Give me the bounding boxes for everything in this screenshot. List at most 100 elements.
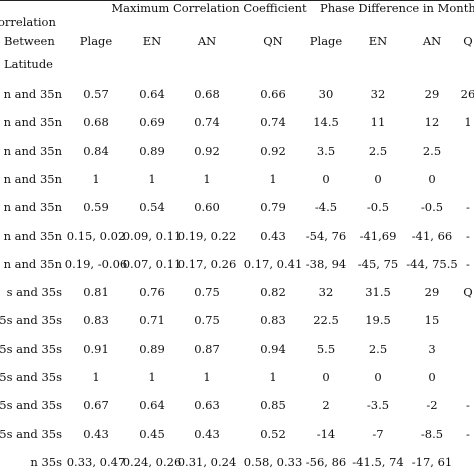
table-cell: 0.15, 0.02 <box>66 229 126 243</box>
table-cell: 1 <box>269 172 277 186</box>
table-cell: 0.74 <box>260 115 286 129</box>
table-cell: 30 <box>318 87 334 101</box>
table-cell: 29 <box>424 87 440 101</box>
table-cell: -14 <box>316 427 336 441</box>
table-cell: 1 <box>92 172 100 186</box>
table-cell: 14.5 <box>313 115 339 129</box>
table-cell: -8.5 <box>420 427 444 441</box>
table-cell: - <box>466 257 470 271</box>
table-cell: 0 <box>374 370 382 384</box>
table-cell: 29 <box>424 285 440 299</box>
table-cell: -2 <box>426 398 438 412</box>
table-cell: 0.81 <box>83 285 109 299</box>
table-cell: 0.43 <box>194 427 220 441</box>
table-cell: 0.94 <box>260 342 286 356</box>
table-cell: 32 <box>370 87 386 101</box>
table-cell: 1 <box>203 172 211 186</box>
table-cell: 0.19, -0.06 <box>64 257 128 271</box>
table-cell: 3 <box>428 342 436 356</box>
table-cell: -54, 76 <box>305 229 347 243</box>
table-cell: - <box>466 229 470 243</box>
table-cell: -17, 61 <box>411 455 453 469</box>
table-cell: 0.71 <box>139 313 165 327</box>
row-label: n and 35n <box>3 144 62 158</box>
table-cell: 0.33, 0.47 <box>66 455 126 469</box>
header-group-phase-difference: Phase Difference in Months <box>320 1 474 15</box>
table-cell: 0.24, 0.26 <box>122 455 182 469</box>
table-cell: 32 <box>318 285 334 299</box>
table-cell: 0.66 <box>260 87 286 101</box>
table-cell: 0 <box>428 172 436 186</box>
column-header: Q <box>463 34 473 48</box>
row-label: n 35s <box>30 455 62 469</box>
table-cell: 11 <box>370 115 386 129</box>
row-label: 5s and 35s <box>0 342 62 356</box>
table-cell: 2 <box>322 398 330 412</box>
table-cell: 0.17, 0.26 <box>177 257 237 271</box>
table-cell: 0.75 <box>194 285 220 299</box>
table-cell: 0.68 <box>83 115 109 129</box>
table-cell: 0.31, 0.24 <box>177 455 237 469</box>
table-cell: 0.64 <box>139 398 165 412</box>
table-cell: 1 <box>148 370 156 384</box>
stub-header-line: orrelation <box>0 15 56 29</box>
table-cell: 0.54 <box>139 200 165 214</box>
column-header: AN <box>422 34 442 48</box>
stub-header-line: Latitude <box>4 57 53 71</box>
table-cell: -0.5 <box>420 200 444 214</box>
table-cell: 0.69 <box>139 115 165 129</box>
table-cell: -7 <box>372 427 384 441</box>
table-cell: 26 <box>460 87 474 101</box>
table-cell: 0 <box>322 172 330 186</box>
table-cell: 1 <box>148 172 156 186</box>
table-cell: -0.5 <box>366 200 390 214</box>
table-cell: -38, 94 <box>305 257 347 271</box>
table-cell: -41, 66 <box>411 229 453 243</box>
table-cell: 0 <box>374 172 382 186</box>
table-cell: 0.84 <box>83 144 109 158</box>
table-cell: Q <box>463 285 473 299</box>
table-cell: -41,69 <box>359 229 397 243</box>
table-cell: 0.83 <box>260 313 286 327</box>
table-cell: 2.5 <box>368 342 388 356</box>
row-label: n and 35n <box>3 87 62 101</box>
table-cell: 0.87 <box>194 342 220 356</box>
table-cell: 0.57 <box>83 87 109 101</box>
column-header: AN <box>197 34 217 48</box>
table-cell: 0.76 <box>139 285 165 299</box>
table-cell: 5.5 <box>316 342 336 356</box>
table-cell: 0.68 <box>194 87 220 101</box>
table-cell: 0.83 <box>83 313 109 327</box>
table-cell: 3.5 <box>316 144 336 158</box>
table-cell: -56, 86 <box>305 455 347 469</box>
table-cell: 22.5 <box>313 313 339 327</box>
table-cell: -41.5, 74 <box>352 455 404 469</box>
table-cell: 2.5 <box>422 144 442 158</box>
table-cell: 0.89 <box>139 342 165 356</box>
table-cell: 0.09, 0.11 <box>122 229 182 243</box>
row-label: 5s and 35s <box>0 370 62 384</box>
row-label: 5s and 35s <box>0 313 62 327</box>
table-cell: 0.52 <box>260 427 286 441</box>
row-label: 5s and 35s <box>0 398 62 412</box>
table-cell: 2.5 <box>368 144 388 158</box>
table-cell: 0.60 <box>194 200 220 214</box>
table-cell: -4.5 <box>314 200 338 214</box>
table-cell: - <box>466 398 470 412</box>
table-cell: 15 <box>424 313 440 327</box>
table-cell: 1 <box>92 370 100 384</box>
header-group-max-correlation: Maximum Correlation Coefficient <box>111 1 307 15</box>
table-cell: 0.85 <box>260 398 286 412</box>
table-cell: 0.45 <box>139 427 165 441</box>
table-cell: 0.07, 0.11 <box>122 257 182 271</box>
column-header: EN <box>368 34 388 48</box>
row-label: n and 35n <box>3 229 62 243</box>
row-label: n and 35n <box>3 200 62 214</box>
table-cell: 0.67 <box>83 398 109 412</box>
column-header: Plage <box>79 34 113 48</box>
table-cell: 0 <box>428 370 436 384</box>
top-rule <box>0 0 474 1</box>
table-cell: - <box>466 427 470 441</box>
table-cell: 0.82 <box>260 285 286 299</box>
table-cell: -44, 75.5 <box>406 257 458 271</box>
